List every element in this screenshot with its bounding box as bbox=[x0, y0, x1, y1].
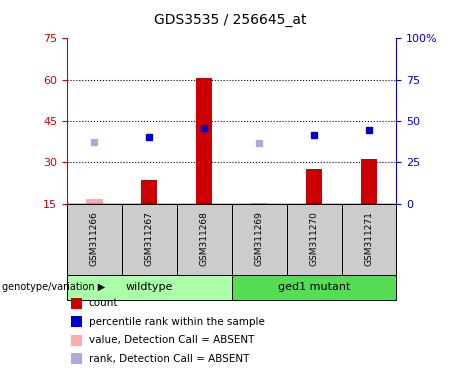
Text: GSM311269: GSM311269 bbox=[254, 212, 264, 266]
Bar bbox=[86, 199, 102, 204]
Text: value, Detection Call = ABSENT: value, Detection Call = ABSENT bbox=[89, 335, 254, 345]
Text: GSM311270: GSM311270 bbox=[309, 212, 319, 266]
Bar bbox=[141, 180, 158, 204]
Bar bbox=[251, 203, 267, 204]
Text: percentile rank within the sample: percentile rank within the sample bbox=[89, 317, 265, 327]
Text: ged1 mutant: ged1 mutant bbox=[278, 282, 350, 292]
Text: genotype/variation ▶: genotype/variation ▶ bbox=[2, 282, 106, 292]
Text: GDS3535 / 256645_at: GDS3535 / 256645_at bbox=[154, 13, 307, 27]
Text: GSM311271: GSM311271 bbox=[365, 212, 373, 266]
Text: count: count bbox=[89, 298, 118, 308]
Text: GSM311267: GSM311267 bbox=[145, 212, 154, 266]
Text: wildtype: wildtype bbox=[125, 282, 173, 292]
Bar bbox=[196, 78, 213, 204]
Text: GSM311268: GSM311268 bbox=[200, 212, 209, 266]
Bar bbox=[306, 169, 322, 204]
Bar bbox=[361, 159, 377, 204]
Text: GSM311266: GSM311266 bbox=[90, 212, 99, 266]
Text: rank, Detection Call = ABSENT: rank, Detection Call = ABSENT bbox=[89, 354, 249, 364]
